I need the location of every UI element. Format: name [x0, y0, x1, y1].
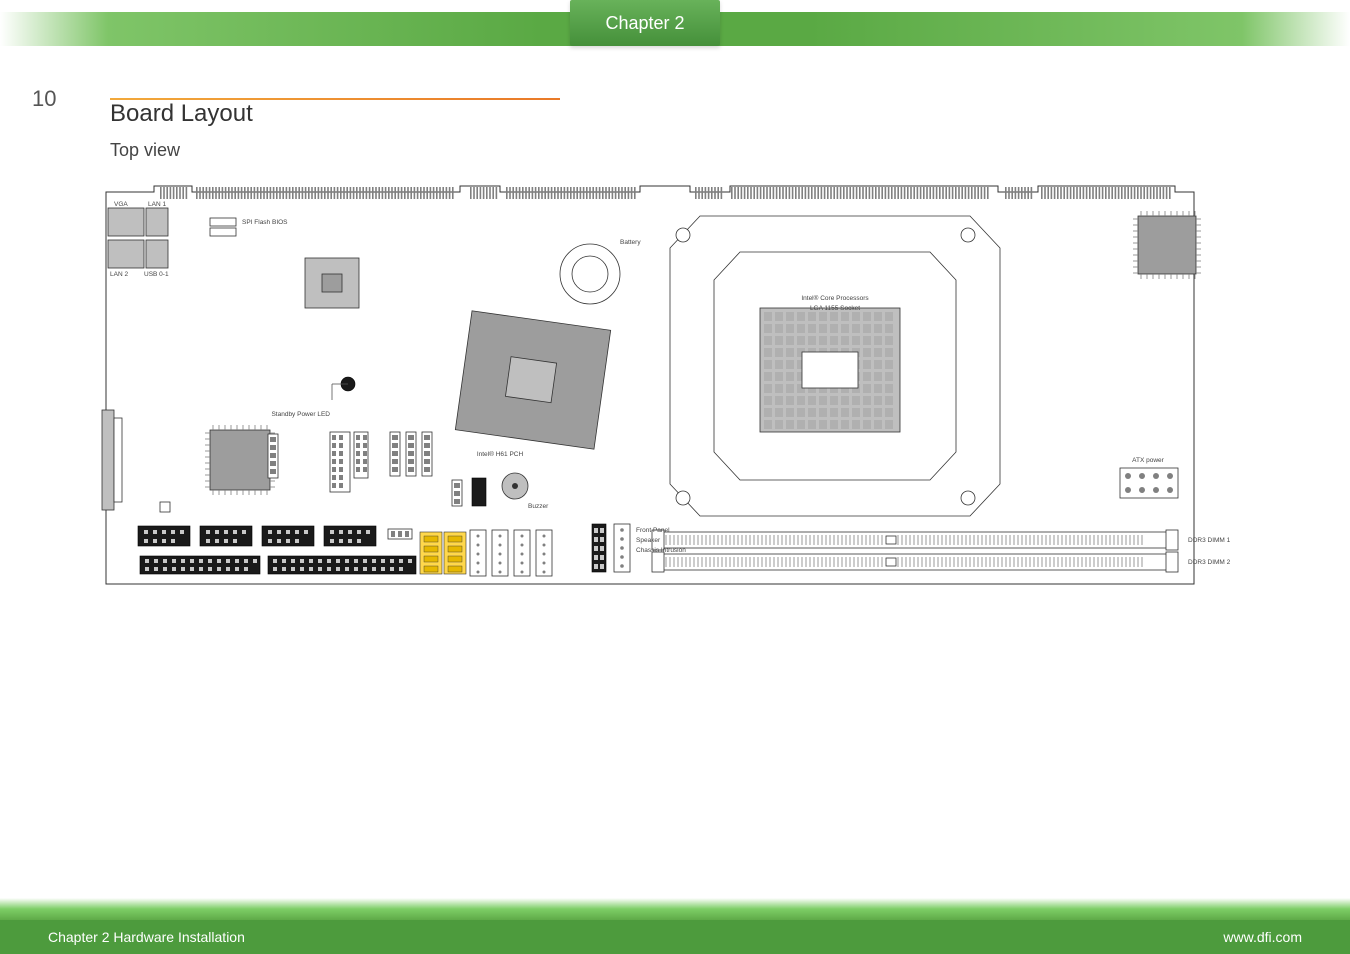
svg-text:Front Panel: Front Panel	[636, 527, 670, 534]
svg-text:DDR3 DIMM 2: DDR3 DIMM 2	[1188, 559, 1231, 566]
diagram-caption: Top view	[110, 140, 180, 161]
footer-left: Chapter 2 Hardware Installation	[48, 929, 245, 945]
lan2-port	[108, 240, 144, 268]
svg-text:ATX power: ATX power	[1132, 457, 1165, 464]
com-row-1	[140, 556, 260, 574]
svg-text:LAN 2: LAN 2	[110, 271, 128, 278]
svg-text:Chassis Intrusion: Chassis Intrusion	[636, 547, 686, 554]
usb01-port	[146, 240, 168, 268]
fpga-chip	[1133, 211, 1201, 279]
chapter-tab: Chapter 2	[570, 0, 720, 46]
svg-text:SPI Flash BIOS: SPI Flash BIOS	[242, 219, 288, 226]
svg-text:DDR3 DIMM 1: DDR3 DIMM 1	[1188, 537, 1231, 544]
svg-text:Standby Power LED: Standby Power LED	[271, 411, 330, 418]
footer-bar: Chapter 2 Hardware Installation www.dfi.…	[0, 920, 1350, 954]
svg-text:Intel® Core Processors: Intel® Core Processors	[801, 294, 869, 302]
audio-codec	[205, 425, 275, 495]
vga-port	[108, 208, 144, 236]
svg-text:Battery: Battery	[620, 239, 641, 246]
page-number: 10	[32, 86, 56, 112]
atx-power	[1120, 468, 1178, 498]
svg-text:LGA 1155 Socket: LGA 1155 Socket	[810, 305, 860, 312]
small-chip-1	[305, 258, 359, 308]
footer-band	[0, 898, 1350, 920]
section-title: Board Layout	[110, 100, 253, 128]
com1-port	[102, 410, 122, 510]
usb-headers	[138, 526, 412, 546]
footer-right: www.dfi.com	[1223, 929, 1302, 945]
svg-text:Speaker: Speaker	[636, 537, 661, 544]
pch	[455, 311, 610, 449]
lan1-port	[146, 208, 168, 236]
svg-text:Intel® H61 PCH: Intel® H61 PCH	[477, 450, 524, 458]
svg-text:Buzzer: Buzzer	[528, 503, 549, 510]
board-diagram: VGALAN 1LAN 2USB 0-1COM 1SPI Flash BIOSS…	[100, 180, 1250, 590]
svg-text:VGA: VGA	[114, 201, 128, 208]
cpu-socket	[760, 308, 900, 432]
board-outline	[106, 186, 1194, 584]
com-row-2	[268, 556, 416, 574]
buzzer	[502, 473, 528, 499]
battery	[560, 244, 620, 304]
svg-text:USB 0-1: USB 0-1	[144, 271, 169, 278]
svg-text:LAN 1: LAN 1	[148, 201, 166, 208]
